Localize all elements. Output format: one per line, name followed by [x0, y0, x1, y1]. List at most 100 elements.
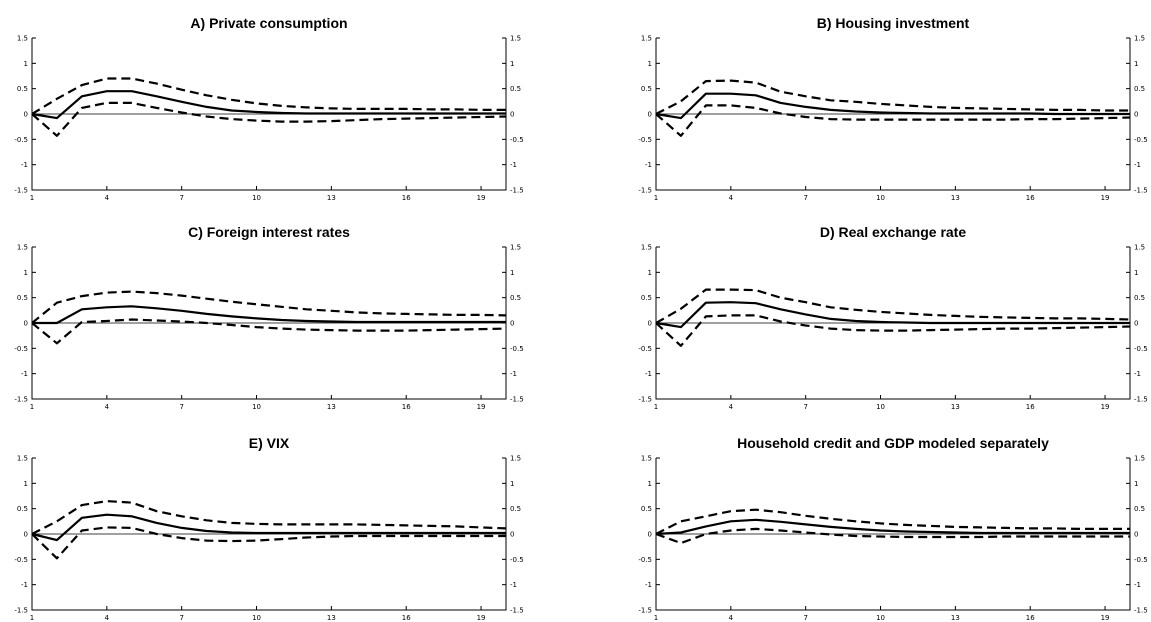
y-tick-label-right: 0.5 [1134, 85, 1145, 93]
x-tick-label: 13 [951, 614, 960, 622]
y-tick-label-left: -1.5 [14, 187, 28, 195]
y-tick-label-left: 0 [24, 531, 28, 539]
chart-panel-4: D) Real exchange rate -1.5 -1.5 -1 -1 -0.5 -0.… [638, 224, 1147, 411]
chart-title: D) Real exchange rate [820, 224, 966, 240]
y-tick-label-left: 1 [24, 480, 28, 488]
y-tick-label-left: -1 [645, 581, 652, 589]
y-tick-label-left: 0 [24, 320, 28, 328]
x-tick-label: 4 [105, 194, 110, 202]
y-tick-label-left: 0.5 [641, 294, 652, 302]
y-tick-label-right: -1.5 [510, 396, 524, 404]
y-tick-label-left: -1.5 [638, 396, 652, 404]
chart-title: Household credit and GDP modeled separat… [737, 435, 1049, 451]
y-tick-label-right: 0 [510, 320, 514, 328]
y-tick-label-left: 1 [648, 480, 652, 488]
y-tick-label-right: 0.5 [510, 85, 521, 93]
x-tick-label: 13 [951, 403, 960, 411]
x-tick-label: 10 [252, 194, 261, 202]
y-tick-label-left: 1 [648, 269, 652, 277]
y-tick-label-left: 1 [24, 60, 28, 68]
chart-title: E) VIX [249, 435, 290, 451]
y-tick-label-left: -1 [645, 370, 652, 378]
x-tick-label: 7 [179, 403, 183, 411]
y-tick-label-right: -1 [1134, 161, 1141, 169]
y-tick-label-right: -1 [510, 581, 517, 589]
x-tick-label: 19 [477, 403, 486, 411]
chart-panel-2: B) Housing investment -1.5 -1.5 -1 -1 -0.5 -0.… [638, 15, 1147, 202]
y-tick-label-left: 1.5 [17, 244, 28, 252]
lower-band-line [655, 314, 1131, 347]
chart-title: B) Housing investment [817, 15, 970, 31]
y-tick-label-left: -1 [21, 581, 28, 589]
y-tick-label-left: 0.5 [17, 294, 28, 302]
y-tick-label-right: -0.5 [1134, 556, 1148, 564]
x-tick-label: 13 [327, 614, 336, 622]
x-tick-label: 19 [1101, 614, 1110, 622]
x-tick-label: 10 [876, 194, 885, 202]
y-tick-label-right: -1.5 [1134, 396, 1148, 404]
y-tick-label-right: -1 [1134, 581, 1141, 589]
y-tick-label-left: -0.5 [638, 556, 652, 564]
x-tick-label: 19 [477, 194, 486, 202]
y-tick-label-right: -1 [510, 370, 517, 378]
y-tick-label-left: -1 [21, 370, 28, 378]
y-tick-label-right: -1.5 [1134, 607, 1148, 615]
y-tick-label-right: -1 [1134, 370, 1141, 378]
y-tick-label-left: 1.5 [641, 244, 652, 252]
y-tick-label-right: 0 [510, 531, 514, 539]
x-tick-label: 1 [654, 403, 658, 411]
x-tick-label: 7 [803, 194, 807, 202]
y-tick-label-right: -1.5 [510, 607, 524, 615]
y-tick-label-left: 0.5 [17, 505, 28, 513]
y-tick-label-right: 1 [510, 269, 514, 277]
y-tick-label-right: 0.5 [1134, 505, 1145, 513]
x-tick-label: 1 [654, 614, 658, 622]
y-tick-label-right: 1 [1134, 269, 1138, 277]
y-tick-label-left: 1.5 [641, 35, 652, 43]
x-tick-label: 1 [30, 194, 34, 202]
y-tick-label-left: 0 [648, 320, 652, 328]
y-tick-label-right: 0.5 [510, 505, 521, 513]
y-tick-label-left: 0 [648, 531, 652, 539]
y-tick-label-right: 1.5 [1134, 244, 1145, 252]
upper-band-line [655, 508, 1130, 535]
y-tick-label-left: -1.5 [638, 607, 652, 615]
y-tick-label-right: -0.5 [510, 345, 524, 353]
y-tick-label-left: 1.5 [17, 455, 28, 463]
x-tick-label: 7 [179, 614, 183, 622]
x-tick-label: 7 [179, 194, 183, 202]
x-tick-label: 7 [803, 403, 807, 411]
upper-band-line [31, 290, 507, 324]
lower-band-line [31, 101, 507, 137]
y-tick-label-right: 1 [510, 480, 514, 488]
chart-title: C) Foreign interest rates [188, 224, 350, 240]
x-tick-label: 16 [1026, 403, 1035, 411]
y-tick-label-left: -1.5 [14, 396, 28, 404]
x-tick-label: 13 [327, 403, 336, 411]
chart-panel-5: E) VIX -1.5 -1.5 -1 -1 -0.5 -0.5 0 0 0.5 0.5 1 1 1.5 1… [14, 435, 523, 622]
x-tick-label: 4 [729, 614, 734, 622]
x-tick-label: 13 [327, 194, 336, 202]
y-tick-label-left: 1 [24, 269, 28, 277]
y-tick-label-left: -1.5 [14, 607, 28, 615]
x-tick-label: 13 [951, 194, 960, 202]
x-tick-label: 10 [252, 614, 261, 622]
y-tick-label-left: 0 [648, 111, 652, 119]
y-tick-label-left: -0.5 [638, 136, 652, 144]
upper-band-line [655, 288, 1131, 324]
y-tick-label-right: -1 [510, 161, 517, 169]
y-tick-label-right: 0 [1134, 320, 1138, 328]
x-tick-label: 16 [402, 614, 411, 622]
x-tick-label: 10 [876, 614, 885, 622]
y-tick-label-right: 0.5 [1134, 294, 1145, 302]
y-tick-label-right: 1.5 [510, 244, 521, 252]
y-tick-label-left: 0.5 [641, 85, 652, 93]
y-tick-label-right: -0.5 [1134, 136, 1148, 144]
y-tick-label-left: -0.5 [14, 345, 28, 353]
upper-band-line [655, 79, 1130, 115]
x-tick-label: 4 [105, 614, 110, 622]
y-tick-label-left: -0.5 [14, 136, 28, 144]
lower-band-line [655, 527, 1130, 545]
x-tick-label: 4 [105, 403, 110, 411]
